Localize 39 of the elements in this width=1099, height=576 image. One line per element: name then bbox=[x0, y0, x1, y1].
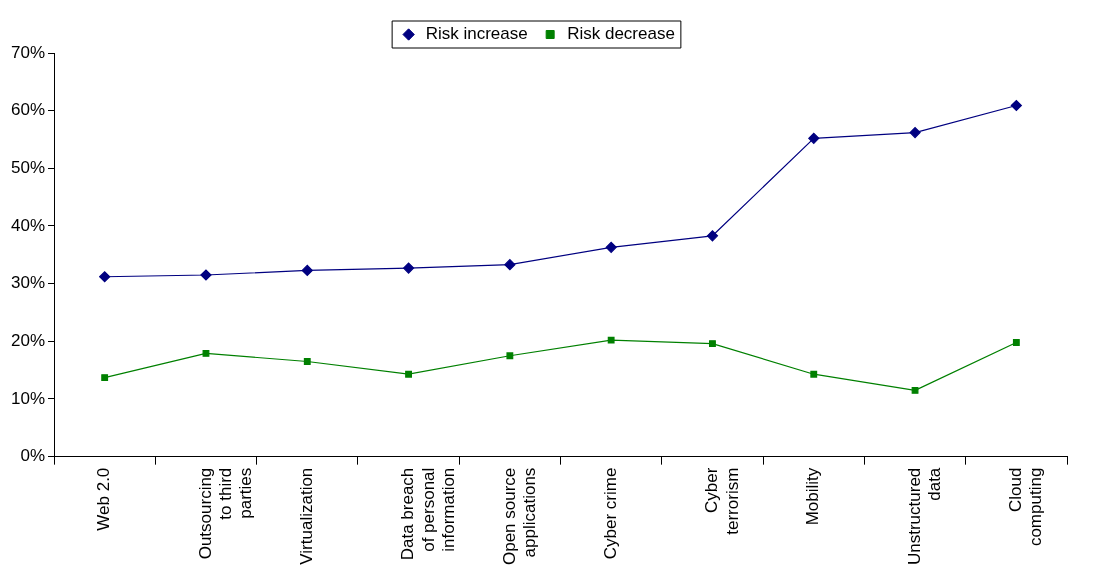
point bbox=[200, 269, 212, 281]
point bbox=[810, 370, 818, 378]
legend-label: Risk decrease bbox=[567, 24, 675, 44]
point bbox=[808, 132, 820, 144]
y-tick-label: 40% bbox=[10, 215, 46, 235]
x-tick-label: Cloud computing bbox=[1006, 467, 1046, 547]
y-tick-label: 10% bbox=[10, 388, 46, 408]
point bbox=[202, 350, 210, 357]
x-tick-label: Cyber terrorism bbox=[702, 467, 742, 535]
point bbox=[506, 352, 514, 360]
y-tick-label: 70% bbox=[10, 42, 46, 62]
x-tick-label: Data breach of personal information bbox=[398, 467, 459, 561]
x-tick-label: Cyber crime bbox=[600, 467, 620, 560]
point bbox=[1010, 99, 1022, 112]
y-tick-label: 30% bbox=[10, 273, 46, 293]
point bbox=[303, 358, 311, 365]
point bbox=[909, 126, 921, 139]
x-tick-label: Mobility bbox=[803, 467, 823, 526]
point bbox=[1012, 339, 1020, 346]
y-tick-label: 50% bbox=[10, 158, 46, 178]
point bbox=[706, 230, 719, 242]
point bbox=[99, 271, 111, 283]
point bbox=[607, 336, 615, 344]
x-tick-label: Virtualization bbox=[296, 467, 316, 565]
point bbox=[605, 241, 617, 253]
x-tick-label: Unstructured data bbox=[904, 467, 945, 565]
point bbox=[911, 386, 919, 394]
point bbox=[402, 262, 415, 274]
point bbox=[405, 370, 412, 378]
point bbox=[101, 374, 109, 382]
point bbox=[709, 340, 716, 348]
y-tick-label: 60% bbox=[10, 100, 46, 120]
legend-label: Risk increase bbox=[425, 24, 528, 44]
x-tick-label: Web 2.0 bbox=[94, 467, 114, 531]
point bbox=[301, 264, 313, 276]
point bbox=[504, 259, 516, 271]
y-tick-label: 20% bbox=[10, 331, 46, 351]
x-tick-label: Outsourcing to third parties bbox=[195, 467, 256, 560]
y-tick-label: 0% bbox=[20, 446, 46, 466]
